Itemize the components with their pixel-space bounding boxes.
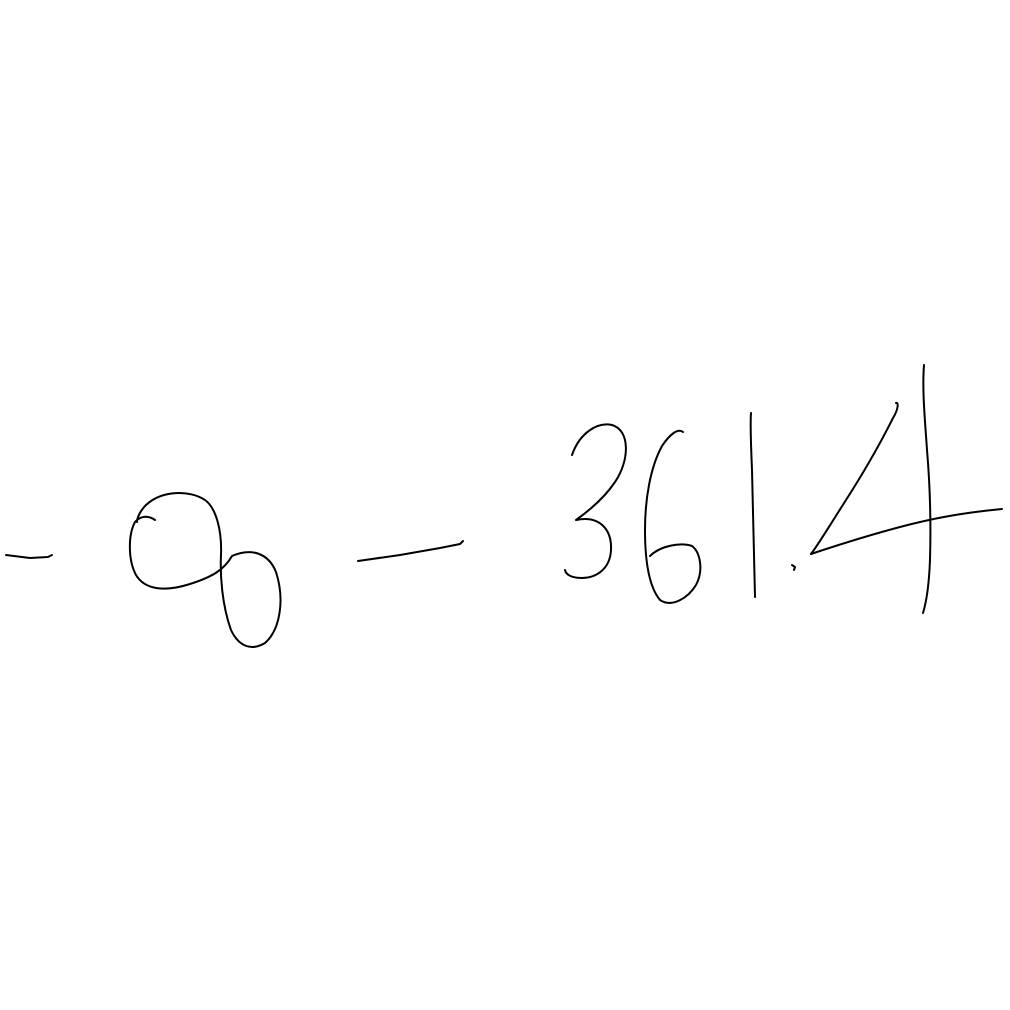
stroke-digit-6	[644, 429, 702, 604]
stroke-infinity-symbol	[128, 492, 282, 648]
stroke-digit-4-crossbar	[810, 508, 1003, 555]
stroke-digit-4-vertical	[922, 364, 932, 614]
stroke-digit-4-diagonal	[810, 401, 899, 555]
stroke-subtraction-sign	[357, 540, 464, 562]
stroke-minus-sign	[5, 554, 53, 559]
stroke-digit-1	[749, 412, 756, 598]
stroke-dot	[791, 564, 796, 571]
stroke-digit-3	[564, 423, 627, 579]
